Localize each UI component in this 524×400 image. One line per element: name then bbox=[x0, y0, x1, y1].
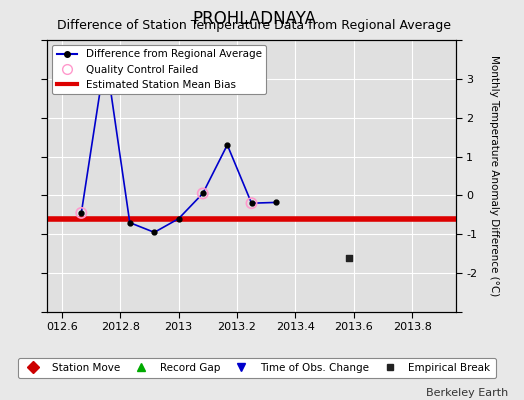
Point bbox=[345, 254, 353, 261]
Legend: Difference from Regional Average, Quality Control Failed, Estimated Station Mean: Difference from Regional Average, Qualit… bbox=[52, 45, 266, 94]
Text: PROHLADNAYA: PROHLADNAYA bbox=[192, 10, 316, 28]
Legend: Station Move, Record Gap, Time of Obs. Change, Empirical Break: Station Move, Record Gap, Time of Obs. C… bbox=[18, 358, 496, 378]
Text: Difference of Station Temperature Data from Regional Average: Difference of Station Temperature Data f… bbox=[57, 19, 451, 32]
Text: Berkeley Earth: Berkeley Earth bbox=[426, 388, 508, 398]
Y-axis label: Monthly Temperature Anomaly Difference (°C): Monthly Temperature Anomaly Difference (… bbox=[488, 55, 498, 297]
Point bbox=[77, 210, 85, 216]
Point bbox=[199, 190, 207, 197]
Point bbox=[247, 200, 256, 206]
